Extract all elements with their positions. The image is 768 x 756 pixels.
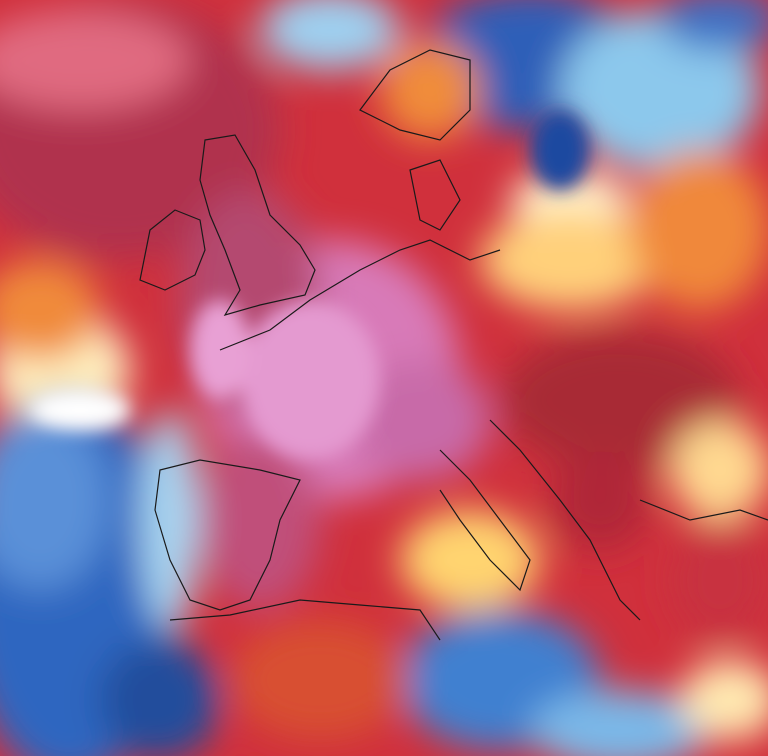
temperature-detail (30, 110, 590, 460)
coastline (409, 159, 461, 231)
anomaly-region (500, 330, 740, 470)
coastline (219, 239, 501, 351)
anomaly-region (670, 520, 768, 640)
anomaly-region (480, 210, 660, 310)
anomaly-core (530, 110, 590, 190)
coastline (139, 209, 206, 291)
anomaly-region (230, 620, 410, 740)
anomaly-region (0, 10, 190, 110)
anomaly-region (260, 0, 400, 70)
anomaly-region (140, 410, 200, 630)
anomaly-region (660, 0, 768, 50)
coastline (154, 459, 301, 611)
anomaly-region (400, 510, 540, 610)
coastline (359, 49, 471, 141)
anomaly-region (380, 40, 480, 140)
anomaly-region (100, 640, 220, 756)
anomaly-region (680, 660, 768, 740)
anomaly-region (0, 260, 100, 360)
coastlines (139, 49, 768, 641)
anomaly-core (30, 390, 130, 430)
anomaly-region (0, 410, 110, 590)
anomaly-region (560, 10, 760, 170)
anomaly-region (530, 690, 710, 756)
coastline (169, 599, 441, 641)
anomaly-core (240, 300, 380, 460)
anomaly-region (550, 450, 650, 550)
coastline (639, 499, 768, 521)
coastline (489, 419, 641, 621)
coastline (439, 449, 531, 592)
anomaly-region (630, 150, 768, 310)
coastline (199, 134, 316, 316)
anomaly-region (200, 430, 320, 610)
anomaly-region (350, 360, 490, 480)
anomaly-region (670, 420, 768, 520)
